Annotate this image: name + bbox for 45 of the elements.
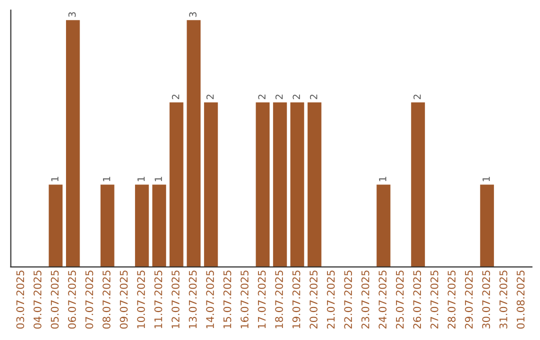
x-tick-label: 26.07.2025 [413, 270, 422, 329]
x-tick-label: 06.07.2025 [68, 270, 76, 329]
data-label: 1 [103, 176, 110, 182]
x-tick-label: 29.07.2025 [464, 270, 473, 329]
x-tick-label: 01.08.2025 [516, 270, 525, 329]
x-tick-label: 04.07.2025 [34, 270, 42, 329]
x-tick-label: 19.07.2025 [292, 270, 300, 328]
x-tick-label: 14.07.2025 [206, 270, 214, 328]
data-label: 1 [154, 176, 162, 182]
x-tick-label: 15.07.2025 [223, 270, 232, 328]
x-tick-label: 17.07.2025 [258, 270, 266, 328]
x-tick-label: 30.07.2025 [482, 270, 490, 329]
x-tick-label: 07.07.2025 [85, 270, 94, 329]
x-tick-label: 08.07.2025 [102, 270, 110, 329]
data-label: 2 [172, 94, 180, 100]
x-tick-label: 20.07.2025 [310, 270, 318, 329]
data-label: 1 [379, 176, 386, 182]
x-tick-label: 28.07.2025 [448, 270, 456, 329]
x-tick-label: 27.07.2025 [430, 270, 438, 329]
x-tick-label: 05.07.2025 [50, 270, 59, 329]
data-label: 2 [413, 94, 421, 100]
x-tick-label: 11.07.2025 [154, 270, 162, 328]
x-tick-label: 24.07.2025 [378, 270, 387, 329]
x-tick-label: 21.07.2025 [326, 270, 335, 329]
x-tick-label: 13.07.2025 [188, 270, 197, 328]
x-tick-label: 31.07.2025 [499, 270, 508, 329]
x-tick-label: 22.07.2025 [344, 270, 352, 329]
x-tick-label: 12.07.2025 [172, 270, 180, 328]
data-label: 1 [138, 176, 145, 182]
x-tick-label: 18.07.2025 [275, 270, 283, 328]
x-tick-label: 03.07.2025 [16, 270, 24, 329]
data-label: 1 [482, 176, 490, 182]
x-tick-label: 16.07.2025 [240, 270, 248, 328]
data-label: 2 [258, 94, 266, 100]
x-tick-label: 10.07.2025 [137, 270, 145, 328]
data-label: 3 [189, 12, 197, 17]
data-label: 2 [292, 94, 300, 100]
x-tick-label: 09.07.2025 [120, 270, 128, 329]
data-label: 1 [51, 176, 58, 182]
data-label: 3 [68, 12, 76, 17]
data-label: 2 [275, 94, 283, 100]
x-tick-label: 25.07.2025 [396, 270, 404, 329]
data-label: 2 [206, 94, 214, 100]
x-tick-label: 23.07.2025 [361, 270, 370, 329]
data-label: 2 [310, 94, 318, 100]
